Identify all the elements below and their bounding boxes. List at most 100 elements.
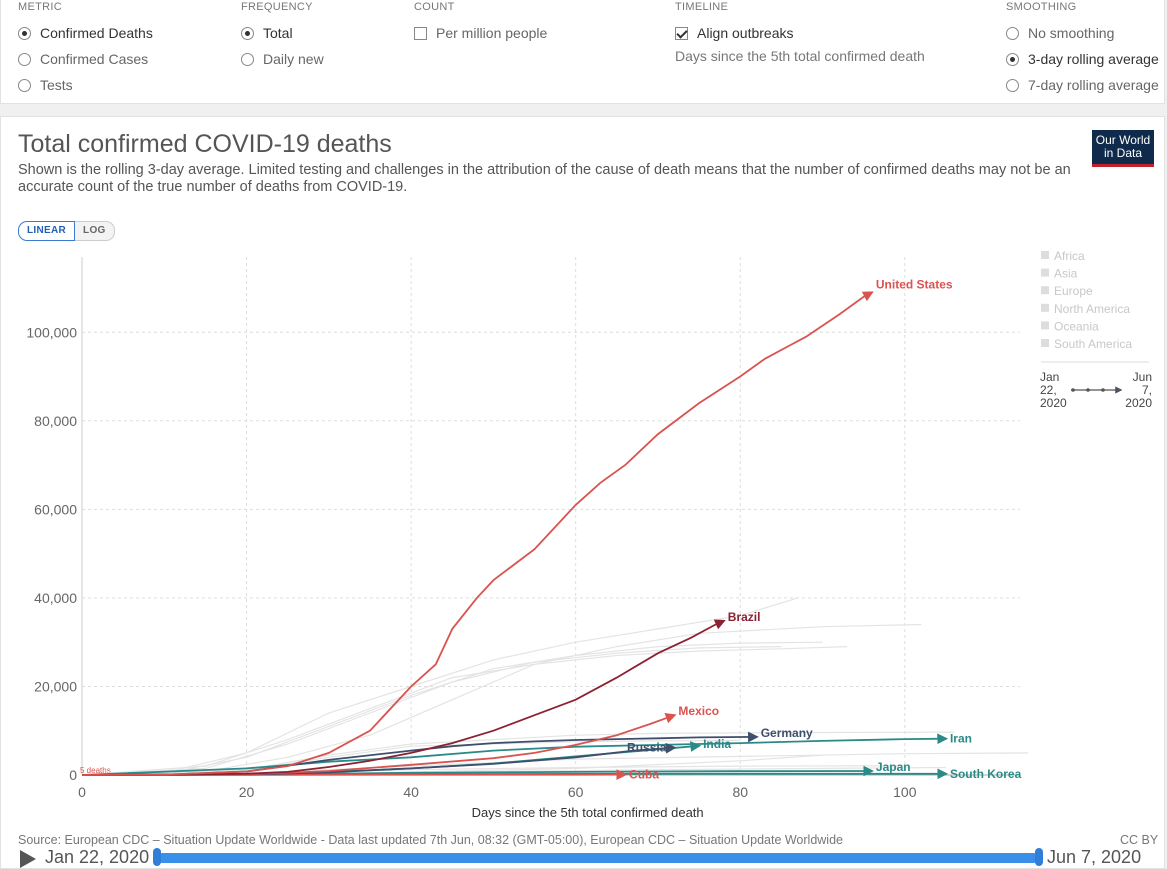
legend-item-oceania: Oceania bbox=[1054, 319, 1099, 333]
radio-icon[interactable] bbox=[1006, 26, 1019, 40]
frequency-daily-new[interactable]: Daily new bbox=[241, 49, 324, 69]
log-scale-button[interactable]: LOG bbox=[75, 221, 115, 241]
background-series-line bbox=[81, 739, 741, 776]
legend-item-africa: Africa bbox=[1054, 249, 1085, 263]
play-icon[interactable] bbox=[20, 850, 36, 868]
checkbox-icon[interactable] bbox=[414, 26, 427, 40]
metric-confirmed-cases[interactable]: Confirmed Cases bbox=[18, 49, 148, 69]
radio-icon[interactable] bbox=[241, 26, 254, 40]
y-tick-label: 40,000 bbox=[34, 590, 77, 606]
legend-range-dot bbox=[1101, 388, 1105, 392]
radio-icon[interactable] bbox=[18, 26, 31, 40]
smoothing-title: SMOOTHING bbox=[1006, 1, 1077, 13]
legend-item-asia: Asia bbox=[1054, 267, 1078, 281]
linear-scale-button[interactable]: LINEAR bbox=[18, 221, 76, 241]
legend-range-dot bbox=[1116, 388, 1120, 392]
x-tick-label: 100 bbox=[893, 784, 917, 800]
count-per-million[interactable]: Per million people bbox=[414, 23, 547, 43]
chart-controls: METRIC Confirmed Deaths Confirmed Cases … bbox=[0, 0, 1165, 104]
option-label: Per million people bbox=[436, 25, 548, 41]
timeline-start-handle[interactable] bbox=[153, 848, 161, 866]
chart-subtitle-line1: Shown is the rolling 3-day average. Limi… bbox=[18, 162, 1071, 178]
legend-item-north-america: North America bbox=[1054, 302, 1130, 316]
background-series-line bbox=[81, 623, 922, 776]
source-note: Source: European CDC – Situation Update … bbox=[18, 833, 843, 847]
x-tick-label: 40 bbox=[403, 784, 419, 800]
owid-logo[interactable]: Our World in Data bbox=[1092, 130, 1154, 167]
x-tick-label: 60 bbox=[568, 784, 584, 800]
y-tick-label: 80,000 bbox=[34, 413, 77, 429]
smoothing-none[interactable]: No smoothing bbox=[1006, 23, 1114, 43]
series-label-germany: Germany bbox=[761, 726, 813, 740]
series-line-united-states[interactable] bbox=[81, 291, 874, 776]
metric-title: METRIC bbox=[18, 1, 62, 13]
count-title: COUNT bbox=[414, 1, 455, 13]
series-label-united-states: United States bbox=[876, 277, 953, 291]
option-label: Confirmed Deaths bbox=[40, 25, 153, 41]
timeline-start-label: Jan 22, 2020 bbox=[45, 847, 150, 867]
timeline-end-handle[interactable] bbox=[1035, 848, 1043, 866]
line-chart: 0 20,000 40,000 60,000 80,000 100,000 0 20 40 60 8… bbox=[26, 249, 1152, 820]
smoothing-3-day[interactable]: 3-day rolling average bbox=[1006, 49, 1159, 69]
legend-item-europe: Europe bbox=[1054, 284, 1093, 298]
series-label-south-korea: South Korea bbox=[950, 767, 1022, 781]
legend-swatch[interactable] bbox=[1041, 286, 1049, 295]
metric-tests[interactable]: Tests bbox=[18, 75, 73, 95]
scale-toggle: LINEAR LOG bbox=[18, 221, 115, 241]
background-series-line bbox=[81, 597, 798, 776]
timeline-title: TIMELINE bbox=[675, 1, 729, 13]
radio-icon[interactable] bbox=[18, 78, 31, 92]
option-label: Daily new bbox=[263, 51, 324, 67]
option-label: 7-day rolling average bbox=[1028, 77, 1159, 93]
y-tick-label: 60,000 bbox=[34, 501, 77, 517]
option-label: 3-day rolling average bbox=[1028, 51, 1159, 67]
legend-item-south-america: South America bbox=[1054, 337, 1132, 351]
timeline-align-outbreaks[interactable]: Align outbreaks bbox=[675, 23, 794, 43]
series-label-russia: Russia bbox=[627, 741, 667, 755]
chart-subtitle-line2: accurate count of the true number of dea… bbox=[18, 179, 408, 195]
series-label-japan: Japan bbox=[876, 760, 911, 774]
x-tick-label: 80 bbox=[732, 784, 748, 800]
series-label-mexico: Mexico bbox=[678, 704, 719, 718]
legend-swatch[interactable] bbox=[1041, 251, 1049, 259]
y-tick-label: 0 bbox=[69, 767, 77, 783]
legend-swatch[interactable] bbox=[1041, 321, 1049, 330]
chart-card: Total confirmed COVID-19 deaths Shown is… bbox=[0, 116, 1165, 869]
series-line-mexico[interactable] bbox=[81, 713, 677, 776]
legend-swatch[interactable] bbox=[1041, 303, 1049, 312]
background-series-line bbox=[81, 646, 848, 776]
x-axis-label: Days since the 5th total confirmed death bbox=[472, 805, 704, 820]
logo-line2: in Data bbox=[1103, 146, 1143, 160]
metric-confirmed-deaths[interactable]: Confirmed Deaths bbox=[18, 23, 153, 43]
zero-annotation: 5 deaths bbox=[80, 766, 111, 775]
series-label-cuba: Cuba bbox=[629, 768, 659, 782]
series-line-brazil[interactable] bbox=[81, 619, 726, 776]
legend-range-start: Jan bbox=[1040, 370, 1059, 384]
timeline-note: Days since the 5th total confirmed death bbox=[675, 48, 925, 64]
radio-icon[interactable] bbox=[1006, 52, 1019, 66]
timeline-track[interactable] bbox=[157, 853, 1039, 863]
legend-range-end: Jun bbox=[1133, 370, 1152, 384]
legend-swatch[interactable] bbox=[1041, 339, 1049, 347]
license-link[interactable]: CC BY bbox=[1120, 833, 1159, 847]
option-label: Total bbox=[263, 25, 293, 41]
option-label: No smoothing bbox=[1028, 25, 1115, 41]
series-label-iran: Iran bbox=[950, 732, 972, 746]
smoothing-7-day[interactable]: 7-day rolling average bbox=[1006, 75, 1159, 95]
option-label: Confirmed Cases bbox=[40, 51, 149, 67]
chart-subtitle: Shown is the rolling 3-day average. Limi… bbox=[18, 162, 1098, 196]
legend-range-start: 2020 bbox=[1040, 396, 1067, 410]
checkbox-checked-icon[interactable] bbox=[675, 26, 688, 40]
x-tick-label: 20 bbox=[239, 784, 255, 800]
radio-icon[interactable] bbox=[18, 52, 31, 66]
frequency-title: FREQUENCY bbox=[241, 1, 313, 13]
legend-range-end: 7, bbox=[1142, 383, 1152, 397]
legend-swatch[interactable] bbox=[1041, 268, 1049, 277]
radio-icon[interactable] bbox=[241, 52, 254, 66]
chart-title: Total confirmed COVID-19 deaths bbox=[18, 130, 392, 158]
timeline-end-label: Jun 7, 2020 bbox=[1047, 847, 1142, 867]
frequency-total[interactable]: Total bbox=[241, 23, 293, 43]
background-series-line bbox=[81, 731, 955, 776]
radio-icon[interactable] bbox=[1006, 78, 1019, 92]
option-label: Tests bbox=[40, 77, 73, 93]
